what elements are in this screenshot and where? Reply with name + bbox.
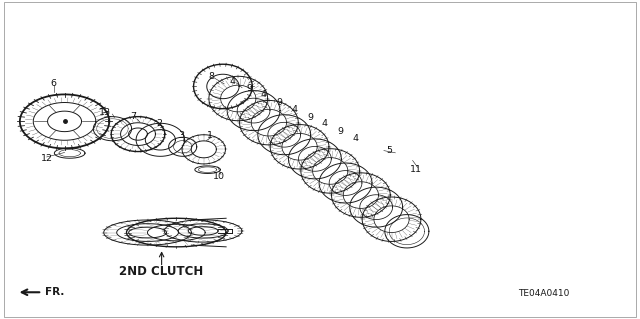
Text: 6: 6: [51, 79, 57, 88]
Text: 1: 1: [207, 131, 213, 140]
Text: 7: 7: [131, 112, 136, 121]
Text: 2: 2: [156, 119, 162, 129]
Text: 2ND CLUTCH: 2ND CLUTCH: [120, 265, 204, 278]
Text: 9: 9: [276, 99, 283, 108]
Text: 5: 5: [386, 146, 392, 155]
Text: 3: 3: [179, 131, 184, 140]
Text: 9: 9: [337, 127, 344, 136]
Text: FR.: FR.: [45, 287, 65, 297]
Text: 4: 4: [291, 105, 298, 114]
Text: 4: 4: [230, 77, 236, 86]
Text: 8: 8: [209, 72, 214, 81]
Text: 4: 4: [261, 90, 267, 99]
Text: 4: 4: [321, 119, 328, 128]
Text: 13: 13: [99, 108, 111, 117]
Text: 9: 9: [247, 84, 253, 93]
Text: 4: 4: [353, 134, 359, 143]
Text: 12: 12: [41, 154, 52, 163]
Text: 10: 10: [213, 172, 225, 181]
Text: 9: 9: [307, 113, 314, 122]
Text: TE04A0410: TE04A0410: [518, 289, 569, 298]
Text: 11: 11: [410, 165, 422, 174]
